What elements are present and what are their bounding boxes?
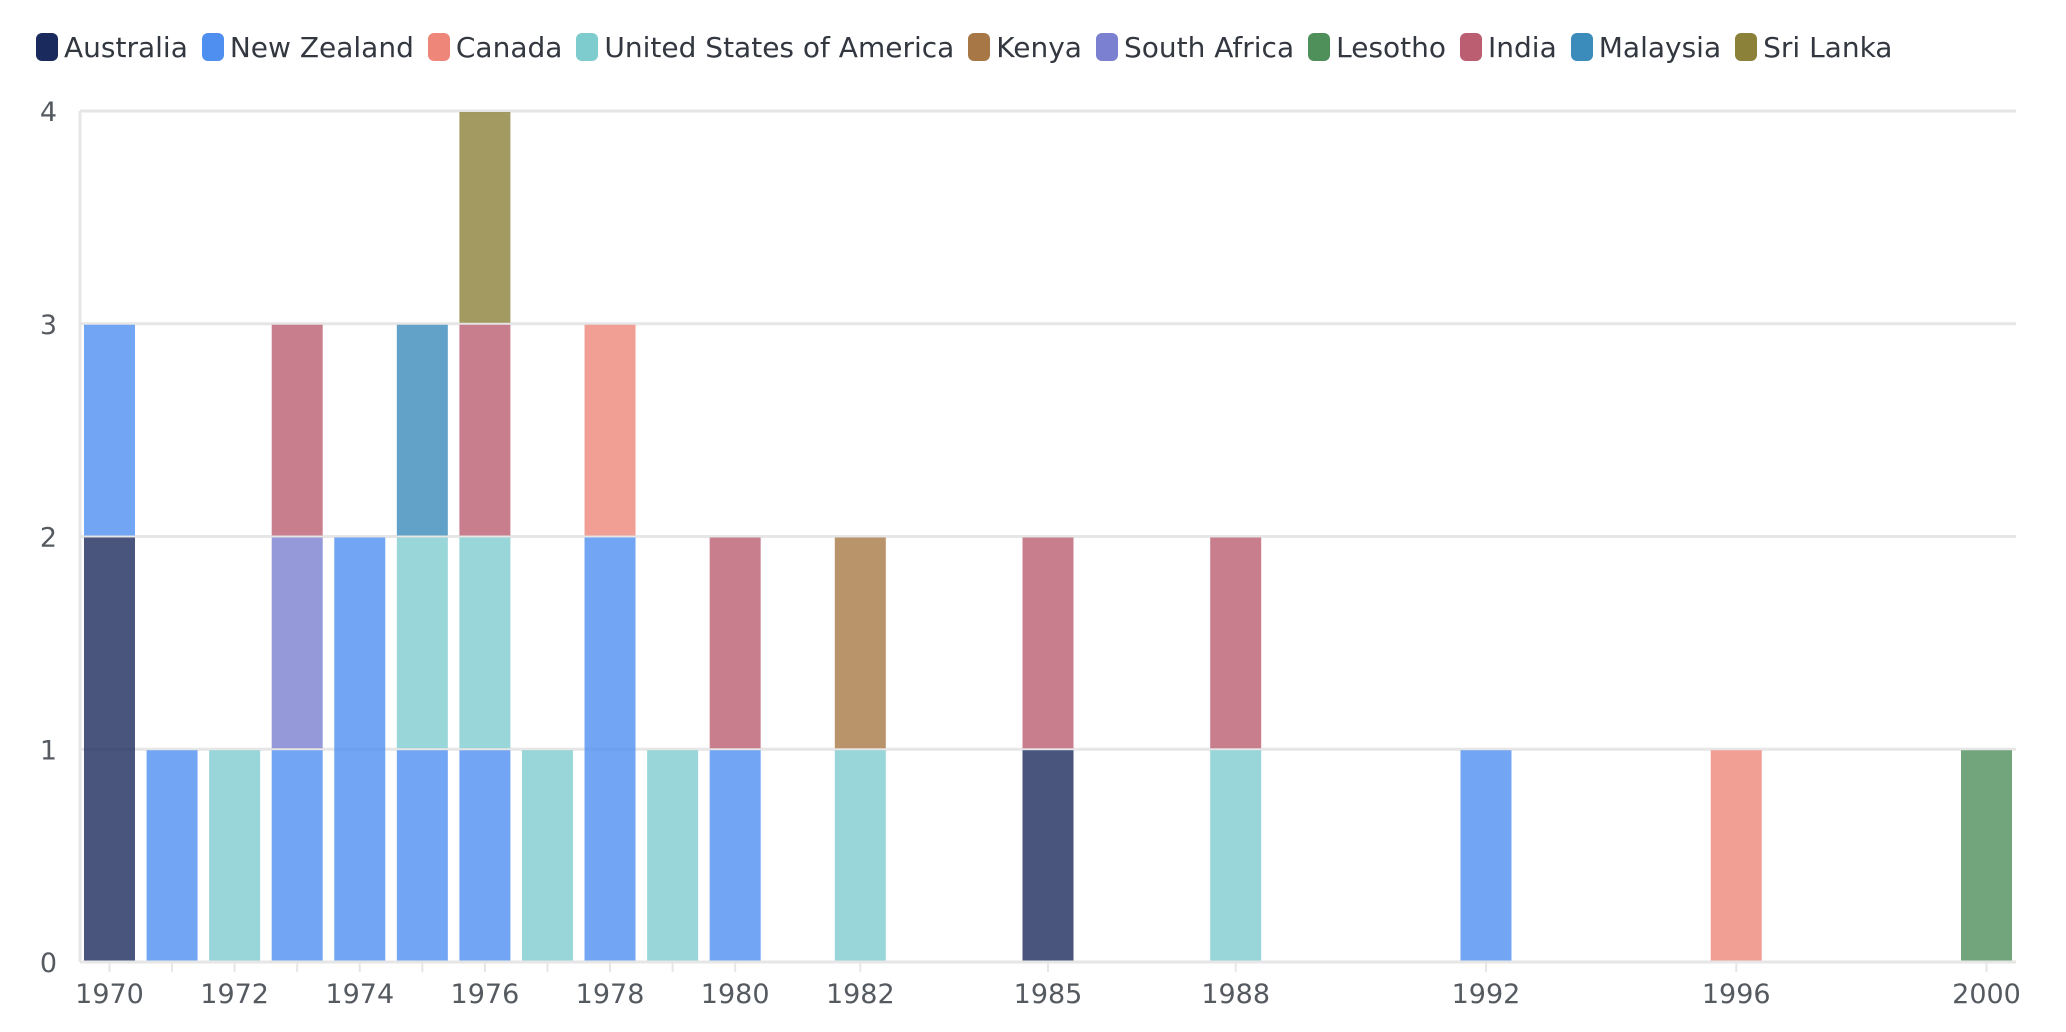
bar-segment[interactable] — [459, 324, 511, 536]
bar-segment[interactable] — [709, 750, 761, 961]
bar-segment[interactable] — [459, 750, 511, 961]
legend-label: Canada — [455, 30, 563, 64]
legend-swatch — [201, 33, 224, 61]
legend-swatch — [968, 33, 991, 61]
legend-swatch — [1570, 33, 1593, 61]
bar-segment[interactable] — [1460, 750, 1512, 961]
legend-item[interactable]: United States of America — [576, 31, 954, 64]
legend-label: Lesotho — [1336, 30, 1447, 64]
bar-segment[interactable] — [1710, 750, 1762, 961]
bar-segment[interactable] — [1210, 750, 1262, 961]
x-tick-label: 1996 — [1702, 979, 1771, 1010]
bar-segment[interactable] — [1961, 750, 2012, 961]
legend-swatch — [36, 33, 58, 61]
bar-segment[interactable] — [396, 537, 448, 749]
bar-segment[interactable] — [1022, 750, 1074, 961]
legend-item[interactable]: South Africa — [1095, 30, 1295, 64]
legend-label: Malaysia — [1598, 30, 1722, 64]
x-tick-label: 1970 — [75, 979, 144, 1010]
x-tick-label: 1982 — [826, 979, 895, 1010]
legend-item[interactable]: Australia — [36, 31, 188, 64]
bar-segment[interactable] — [209, 750, 261, 961]
chart-legend: Australia New Zealand Canada United States … — [36, 26, 1906, 68]
legend-swatch — [1460, 33, 1483, 61]
bar-segment[interactable] — [834, 750, 886, 961]
y-tick-label: 4 — [40, 97, 57, 128]
legend-swatch — [427, 33, 450, 61]
legend-label: Kenya — [996, 30, 1082, 64]
bar-segment[interactable] — [396, 324, 448, 536]
x-tick-label: 1974 — [325, 979, 394, 1010]
bar-segment[interactable] — [647, 750, 699, 961]
legend-label: United States of America — [604, 30, 955, 64]
legend-swatch — [1735, 33, 1758, 61]
legend-swatch — [576, 33, 599, 61]
bar-segment[interactable] — [584, 537, 636, 962]
bar-segment[interactable] — [521, 750, 573, 961]
bar-segment[interactable] — [271, 750, 323, 961]
legend-item[interactable]: India — [1460, 31, 1557, 64]
legend-label: Australia — [64, 30, 188, 64]
legend-item[interactable]: Canada — [427, 30, 563, 64]
x-tick-label: 1992 — [1452, 979, 1521, 1010]
bar-segment[interactable] — [146, 750, 198, 961]
legend-item[interactable]: Sri Lanka — [1735, 31, 1892, 64]
x-tick-label: 1978 — [576, 979, 645, 1010]
y-tick-label: 1 — [40, 735, 57, 766]
bar-segment[interactable] — [834, 537, 886, 749]
bar-segment[interactable] — [334, 537, 386, 962]
legend-item[interactable]: Lesotho — [1308, 31, 1446, 64]
legend-swatch — [1095, 33, 1118, 61]
legend-swatch — [1308, 33, 1331, 61]
legend-item[interactable]: New Zealand — [201, 30, 414, 64]
x-tick-label: 1972 — [200, 979, 269, 1010]
bar-segment[interactable] — [709, 537, 761, 749]
y-tick-label: 0 — [40, 948, 57, 979]
legend-label: Sri Lanka — [1763, 30, 1893, 64]
bar-segment[interactable] — [1022, 537, 1074, 749]
legend-label: South Africa — [1123, 30, 1295, 64]
x-tick-label: 1985 — [1014, 979, 1083, 1010]
bar-segment[interactable] — [84, 537, 135, 962]
x-tick-label: 2000 — [1952, 979, 2021, 1010]
bar-segment[interactable] — [271, 324, 323, 536]
bar-segment[interactable] — [584, 324, 636, 536]
bar-segment[interactable] — [271, 537, 323, 749]
x-tick-label: 1976 — [451, 979, 520, 1010]
legend-item[interactable]: Malaysia — [1570, 30, 1722, 64]
legend-label: India — [1488, 30, 1557, 64]
y-tick-label: 2 — [40, 523, 57, 554]
bar-segment[interactable] — [459, 112, 511, 323]
bar-segment[interactable] — [396, 750, 448, 961]
legend-item[interactable]: Kenya — [968, 31, 1082, 64]
bar-segment[interactable] — [1210, 537, 1262, 749]
bar-segment[interactable] — [459, 537, 511, 749]
bar-segment[interactable] — [84, 324, 135, 536]
legend-label: New Zealand — [229, 30, 414, 64]
y-tick-label: 3 — [40, 310, 57, 341]
x-tick-label: 1980 — [701, 979, 770, 1010]
x-tick-label: 1988 — [1201, 979, 1270, 1010]
